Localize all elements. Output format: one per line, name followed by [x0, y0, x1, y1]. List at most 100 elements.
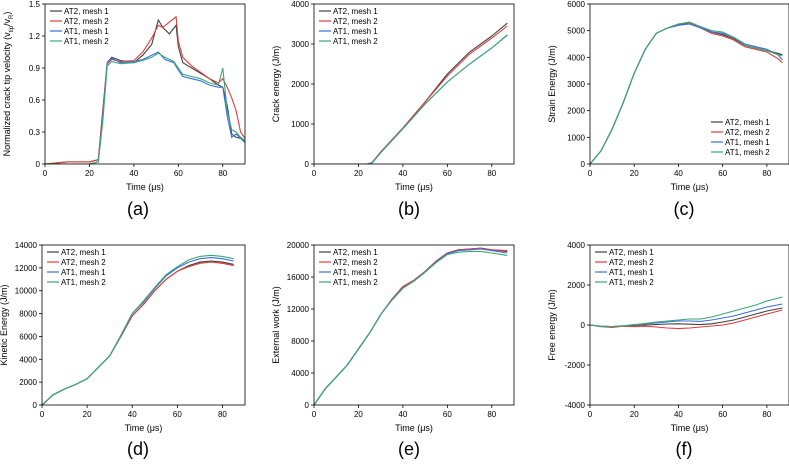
- y-tick-label: 0: [581, 321, 586, 330]
- y-tick-label: 0: [33, 401, 38, 410]
- panel-label: (b): [398, 199, 420, 219]
- y-tick-label: 1.2: [29, 32, 41, 41]
- legend-entry: AT1, mesh 2: [333, 37, 378, 46]
- chart-panel-4: 0 20 40 60 80 0 2000 4000 6000 8000 10000 12000 1400…: [0, 241, 246, 459]
- y-tick-label: 4000: [19, 355, 37, 364]
- y-axis-label: Kinetic Energy (J/m): [0, 284, 9, 365]
- chart-panel-2: 0 20 40 60 80 0 1000 2000 3000 4000 Time (μs) Crack…: [271, 0, 515, 219]
- y-tick-label: 16000: [287, 273, 310, 282]
- x-tick-label: 0: [312, 410, 317, 419]
- legend-entry: AT2, mesh 1: [64, 7, 109, 16]
- y-tick-label: 2000: [567, 281, 585, 290]
- x-tick-label: 0: [588, 410, 593, 419]
- series-line-at1-mesh-1: [590, 303, 783, 328]
- panel-label: (d): [127, 439, 149, 459]
- y-tick-label: 3000: [291, 40, 309, 49]
- x-tick-label: 0: [312, 169, 317, 178]
- plot-frame: [41, 244, 246, 406]
- x-tick-label: 20: [630, 410, 639, 419]
- x-tick-label: 80: [487, 169, 496, 178]
- y-tick-label: -4000: [565, 401, 586, 410]
- y-tick-label: -2000: [565, 361, 586, 370]
- series-line-at1-mesh-2: [314, 34, 508, 164]
- y-axis-label: Strain Energy (J/m): [547, 45, 557, 123]
- series-line-at2-mesh-2: [314, 25, 508, 164]
- y-tick-label: 6000: [19, 332, 37, 341]
- plot-frame: [44, 3, 246, 165]
- chart-panel-6: 0 20 40 60 80 -4000 -2000 0 2000 4000 Time (μs) Fre…: [547, 241, 789, 459]
- y-tick-label: 0: [305, 401, 310, 410]
- x-tick-label: 40: [129, 169, 138, 178]
- x-tick-label: 40: [674, 169, 683, 178]
- x-tick-label: 80: [762, 410, 771, 419]
- legend-entry: AT1, mesh 2: [64, 37, 109, 46]
- x-axis-label: Time (μs): [671, 423, 709, 433]
- legend-entry: AT2, mesh 1: [333, 7, 378, 16]
- panel-label: (f): [676, 439, 693, 459]
- series-line-at1-mesh-2: [42, 254, 234, 405]
- y-tick-label: 3000: [567, 80, 585, 89]
- x-tick-label: 80: [762, 169, 771, 178]
- series-line-at1-mesh-2: [590, 296, 783, 328]
- y-tick-label: 0.9: [29, 64, 41, 73]
- x-tick-label: 80: [218, 169, 227, 178]
- x-tick-label: 40: [128, 410, 137, 419]
- x-axis-label: Time (μs): [126, 182, 164, 192]
- legend-entry: AT2, mesh 2: [64, 17, 109, 26]
- x-tick-label: 40: [398, 410, 407, 419]
- legend-entry: AT1, mesh 2: [725, 148, 770, 157]
- x-tick-label: 40: [398, 169, 407, 178]
- chart-panel-3: 0 20 40 60 80 0 1000 2000 3000 4000 5000 6000 Time (…: [547, 0, 789, 219]
- legend-entry: AT1, mesh 2: [61, 278, 106, 287]
- x-axis-label: Time (μs): [395, 423, 433, 433]
- x-tick-label: 0: [588, 169, 593, 178]
- legend-entry: AT1, mesh 2: [333, 278, 378, 287]
- y-tick-label: 2000: [291, 80, 309, 89]
- legend-entry: AT2, mesh 1: [609, 248, 654, 257]
- legend-entry: AT1, mesh 1: [725, 138, 770, 147]
- x-tick-label: 20: [354, 410, 363, 419]
- y-tick-label: 1.5: [29, 0, 41, 9]
- y-axis-label: External work (J/m): [271, 286, 281, 364]
- y-tick-label: 4000: [567, 53, 585, 62]
- x-tick-label: 60: [718, 169, 727, 178]
- x-tick-label: 60: [443, 169, 452, 178]
- y-tick-label: 0: [581, 160, 586, 169]
- x-tick-label: 80: [487, 410, 496, 419]
- legend-entry: AT1, mesh 1: [64, 27, 109, 36]
- x-tick-label: 40: [674, 410, 683, 419]
- x-tick-label: 20: [85, 169, 94, 178]
- panel-label: (c): [674, 199, 695, 219]
- y-tick-label: 1000: [567, 133, 585, 142]
- x-tick-label: 20: [630, 169, 639, 178]
- legend-entry: AT2, mesh 1: [333, 248, 378, 257]
- y-tick-label: 4000: [291, 369, 309, 378]
- x-axis-label: Time (μs): [125, 423, 163, 433]
- x-tick-label: 60: [443, 410, 452, 419]
- series-line-at1-mesh-2: [314, 250, 508, 405]
- x-axis-label: Time (μs): [395, 182, 433, 192]
- x-tick-label: 60: [174, 169, 183, 178]
- x-tick-label: 0: [43, 169, 48, 178]
- legend-entry: AT2, mesh 2: [61, 258, 106, 267]
- y-tick-label: 0.6: [29, 96, 41, 105]
- y-tick-label: 0: [305, 160, 310, 169]
- y-tick-label: 8000: [291, 337, 309, 346]
- y-axis-label: Free energy (J/m): [547, 289, 557, 361]
- y-tick-label: 2000: [567, 107, 585, 116]
- x-tick-label: 0: [40, 410, 45, 419]
- legend-entry: AT2, mesh 1: [725, 118, 770, 127]
- legend-entry: AT1, mesh 2: [609, 278, 654, 287]
- y-axis-label: Crack energy (J/m): [271, 46, 281, 123]
- legend-entry: AT1, mesh 1: [333, 268, 378, 277]
- x-axis-label: Time (μs): [671, 182, 709, 192]
- legend-entry: AT2, mesh 2: [333, 17, 378, 26]
- panel-label: (a): [127, 199, 149, 219]
- y-tick-label: 12000: [287, 305, 310, 314]
- panel-label: (e): [398, 439, 420, 459]
